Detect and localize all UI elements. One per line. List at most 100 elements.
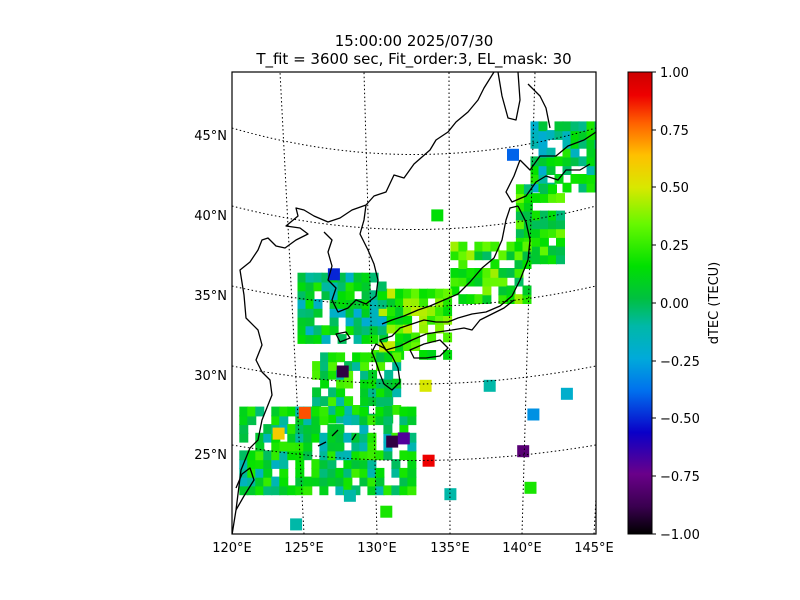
coast-shikoku bbox=[409, 339, 449, 359]
dtec-tile bbox=[360, 378, 370, 389]
coast-taiwan bbox=[235, 467, 255, 511]
dtec-tile bbox=[255, 467, 265, 478]
dtec-tile bbox=[368, 396, 378, 406]
dtec-tile bbox=[297, 316, 307, 327]
dtec-tile bbox=[594, 121, 596, 132]
y-tick-label: 25°N bbox=[194, 448, 227, 463]
dtec-tile bbox=[351, 467, 361, 478]
dtec-tile bbox=[335, 476, 345, 487]
dtec-tile bbox=[287, 406, 297, 417]
dtec-tile bbox=[328, 413, 338, 424]
dtec-tile bbox=[328, 361, 338, 371]
dtec-tile bbox=[239, 406, 249, 417]
dtec-tile bbox=[320, 352, 330, 363]
colorbar-label: dTEC (TECU) bbox=[707, 262, 722, 345]
dtec-tile bbox=[321, 290, 331, 301]
dtec-tile bbox=[247, 415, 257, 426]
dtec-tile bbox=[287, 441, 297, 452]
dtec-tile bbox=[506, 285, 516, 296]
dtec-tile bbox=[399, 485, 409, 496]
dtec-tile bbox=[556, 210, 565, 221]
dtec-tile bbox=[295, 441, 305, 452]
dtec-tile bbox=[443, 288, 453, 299]
dtec-tile bbox=[530, 174, 540, 184]
dtec-tile bbox=[359, 415, 369, 426]
dtec-tile bbox=[263, 432, 273, 443]
dtec-tile bbox=[411, 341, 421, 351]
dtec-tile bbox=[419, 297, 429, 308]
dtec-tile bbox=[523, 193, 533, 203]
dtec-tile bbox=[399, 424, 409, 434]
dtec-tile bbox=[515, 184, 525, 195]
dtec-tile bbox=[345, 290, 355, 301]
dtec-tile bbox=[313, 334, 323, 344]
parallel-25n bbox=[232, 444, 596, 461]
dtec-tile bbox=[562, 138, 572, 149]
dtec-tile bbox=[361, 281, 371, 292]
dtec-tile bbox=[335, 467, 345, 478]
dtec-tile bbox=[548, 245, 557, 256]
dtec-tile bbox=[336, 413, 346, 424]
colorbar-gradient bbox=[627, 71, 653, 535]
colorbar-tick-label: −1.00 bbox=[660, 528, 700, 543]
dtec-tile bbox=[329, 316, 339, 327]
dtec-tile bbox=[351, 441, 361, 452]
dtec-tile bbox=[375, 450, 385, 461]
meridian-135e bbox=[448, 72, 451, 534]
dtec-tile bbox=[603, 121, 612, 131]
dtec-tile bbox=[586, 156, 596, 167]
dtec-tile bbox=[539, 193, 549, 203]
dtec-tile bbox=[603, 156, 612, 166]
dtec-tile bbox=[353, 281, 363, 292]
dtec-tile bbox=[539, 210, 549, 221]
dtec-tile bbox=[335, 424, 345, 434]
colorbar-tick-label: 1.00 bbox=[660, 66, 689, 81]
dtec-tile bbox=[336, 378, 346, 389]
dtec-tile bbox=[395, 314, 405, 325]
dtec-tile bbox=[506, 294, 516, 304]
dtec-tile bbox=[603, 174, 612, 184]
dtec-tile bbox=[586, 174, 596, 184]
dtec-tile bbox=[312, 387, 322, 398]
dtec-tile bbox=[320, 396, 330, 406]
dtec-tile bbox=[369, 272, 379, 283]
dtec-tile bbox=[287, 485, 297, 496]
dtec-tile bbox=[458, 294, 468, 304]
dtec-tile bbox=[531, 236, 541, 247]
dtec-tile bbox=[353, 307, 363, 318]
x-tick-label: 120°E bbox=[212, 541, 252, 556]
dtec-tile bbox=[578, 156, 588, 167]
dtec-tile bbox=[295, 415, 305, 426]
colorbar-tick-label: 0.75 bbox=[660, 124, 689, 139]
dtec-tile bbox=[239, 476, 249, 487]
x-axis: 120°E 125°E 130°E 135°E 140°E 145°E bbox=[212, 541, 614, 556]
dtec-tile bbox=[376, 396, 386, 406]
dtec-tile bbox=[392, 378, 402, 389]
dtec-tile bbox=[562, 147, 572, 158]
dtec-tile bbox=[360, 352, 370, 363]
coast-kyushu bbox=[371, 343, 401, 391]
dtec-tile bbox=[523, 210, 533, 221]
dtec-tile bbox=[337, 272, 347, 283]
dtec-tile bbox=[337, 290, 347, 301]
dtec-tile bbox=[383, 450, 393, 461]
dtec-tile bbox=[360, 387, 370, 398]
dtec-tile bbox=[359, 450, 369, 461]
dtec-tile bbox=[554, 130, 564, 140]
dtec-tile bbox=[255, 476, 265, 487]
dtec-tile bbox=[367, 459, 377, 469]
dtec-tile bbox=[369, 325, 379, 336]
graticule bbox=[232, 72, 596, 534]
dtec-tile bbox=[247, 476, 257, 487]
dtec-tile bbox=[594, 147, 596, 158]
dtec-tile bbox=[435, 306, 445, 316]
dtec-tile bbox=[319, 476, 329, 487]
meridian-140e bbox=[521, 72, 536, 534]
dtec-tile bbox=[514, 250, 524, 261]
dtec-tile bbox=[554, 121, 564, 132]
dtec-tile bbox=[578, 121, 588, 132]
dtec-tile bbox=[435, 314, 445, 325]
dtec-tile bbox=[586, 182, 596, 193]
dtec-tile bbox=[411, 332, 421, 343]
